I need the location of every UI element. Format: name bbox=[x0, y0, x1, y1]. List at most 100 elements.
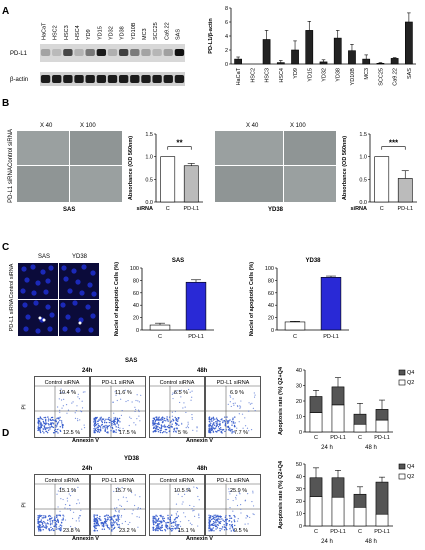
flow-event bbox=[225, 521, 227, 524]
flow-event bbox=[239, 407, 241, 409]
flow-event bbox=[66, 500, 69, 502]
flow-plot-svg: PD-L1 siRNA 25.9 % 9.5 % bbox=[206, 478, 260, 535]
flow-event bbox=[160, 515, 162, 518]
y-tick-label: 1.5 bbox=[359, 132, 367, 138]
flow-event bbox=[193, 509, 195, 511]
nucleus bbox=[65, 314, 71, 320]
flow-event bbox=[55, 426, 57, 428]
flow-event bbox=[154, 517, 157, 519]
flow-plot-svg: PD-L1 siRNA 6.9 % 7.7 % bbox=[206, 380, 260, 437]
flow-event bbox=[113, 412, 115, 414]
flow-event bbox=[99, 429, 102, 431]
flow-event bbox=[162, 431, 165, 433]
flow-plot: Control siRNA 10.4 % 12.5 % bbox=[34, 376, 90, 438]
bar bbox=[390, 58, 399, 65]
flow-event bbox=[93, 520, 96, 523]
flow-event bbox=[254, 409, 256, 412]
flow-event bbox=[39, 416, 42, 418]
flow-event bbox=[94, 424, 97, 427]
flow-event bbox=[74, 417, 77, 419]
flow-event bbox=[214, 427, 217, 429]
flow-event bbox=[106, 426, 108, 429]
flow-event bbox=[79, 410, 82, 412]
nucleus bbox=[47, 326, 53, 332]
flow-event bbox=[115, 431, 117, 434]
flow-event bbox=[50, 424, 53, 426]
flow-event bbox=[155, 418, 158, 421]
flow-event bbox=[37, 427, 39, 429]
flow-event bbox=[231, 429, 234, 431]
flow-plot-svg: PD-L1 siRNA 11.6 % 17.5 % bbox=[91, 380, 145, 437]
flow-event bbox=[181, 503, 183, 505]
flow-event bbox=[234, 422, 237, 424]
flow-event bbox=[74, 527, 76, 529]
flow-event bbox=[253, 396, 256, 398]
flow-event bbox=[188, 388, 190, 391]
flow-event bbox=[124, 520, 127, 523]
x-tick-label: C bbox=[158, 334, 162, 340]
flow-event bbox=[214, 525, 217, 528]
flow-event bbox=[178, 530, 180, 532]
flow-event bbox=[53, 519, 55, 521]
flow-event bbox=[93, 514, 95, 516]
flow-event bbox=[111, 516, 113, 518]
flow-event bbox=[217, 426, 220, 428]
blot-row-label-actin: β-actin bbox=[10, 77, 28, 83]
flow-event bbox=[41, 424, 44, 426]
flow-event bbox=[228, 427, 230, 430]
apoptotic-nucleus bbox=[42, 318, 46, 322]
flow-event bbox=[113, 522, 115, 524]
nucleus bbox=[35, 280, 41, 286]
flow-event bbox=[244, 523, 246, 525]
flow-event bbox=[54, 518, 56, 520]
flow-event bbox=[39, 525, 41, 527]
flow-event bbox=[102, 525, 105, 528]
flow-event bbox=[137, 526, 139, 528]
flow-event bbox=[61, 519, 63, 521]
flow-event bbox=[177, 527, 179, 530]
flow-event bbox=[117, 524, 119, 526]
y-tick-label: 2 bbox=[225, 48, 228, 54]
flow-event bbox=[45, 430, 47, 433]
y-tick-label: 0 bbox=[299, 524, 302, 530]
flow-event bbox=[67, 508, 69, 510]
flow-event bbox=[213, 424, 216, 426]
flow-event bbox=[42, 420, 45, 423]
flow-event bbox=[99, 426, 102, 428]
flow-event bbox=[101, 521, 104, 524]
flow-event bbox=[111, 422, 113, 425]
blot-band-pdl1 bbox=[141, 49, 151, 56]
legend-swatch bbox=[398, 473, 406, 480]
flow-event bbox=[232, 528, 235, 530]
flow-event bbox=[104, 420, 106, 422]
flow-event bbox=[212, 431, 215, 433]
flow-event bbox=[214, 520, 217, 522]
flow-event bbox=[172, 397, 174, 400]
flow-event bbox=[160, 418, 162, 420]
flow-event bbox=[111, 426, 114, 429]
flow-event bbox=[93, 431, 95, 434]
flow-event bbox=[122, 496, 125, 498]
flow-event bbox=[171, 522, 173, 524]
flow-event bbox=[174, 410, 176, 413]
micrograph-header-x40-yd38: X 40 bbox=[246, 123, 259, 129]
flow-event bbox=[113, 524, 115, 526]
flow-event bbox=[219, 422, 221, 425]
flow-event bbox=[177, 416, 180, 419]
flow-event bbox=[233, 431, 235, 433]
flow-event bbox=[107, 432, 109, 434]
y-tick-label: 1.5 bbox=[145, 132, 153, 138]
flow-event bbox=[152, 431, 154, 433]
flow-event bbox=[97, 420, 99, 423]
flow-event bbox=[225, 524, 228, 526]
blot-band-actin bbox=[40, 75, 51, 83]
flow-event bbox=[172, 528, 174, 530]
nucleus bbox=[88, 327, 94, 333]
flow-event bbox=[153, 424, 155, 426]
flow-event bbox=[174, 518, 177, 520]
flow-event bbox=[38, 428, 40, 430]
flow-event bbox=[52, 423, 55, 425]
flow-event bbox=[178, 523, 180, 526]
blot-band-actin bbox=[130, 75, 140, 83]
flow-event bbox=[212, 524, 215, 527]
